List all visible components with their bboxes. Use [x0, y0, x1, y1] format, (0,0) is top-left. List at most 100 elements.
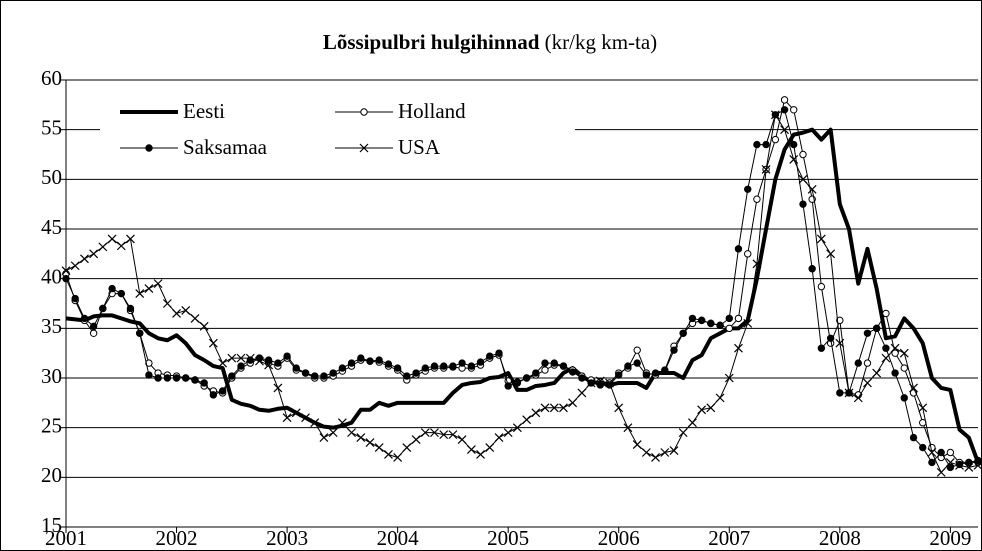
legend-label: Saksamaa	[183, 135, 268, 159]
marker	[181, 306, 191, 315]
marker	[670, 346, 678, 354]
marker	[743, 318, 753, 328]
marker	[420, 428, 430, 438]
marker	[853, 393, 863, 403]
legend-label: Holland	[398, 99, 466, 123]
x-tick-label: 2008	[819, 526, 861, 550]
marker	[559, 362, 568, 370]
marker	[882, 344, 890, 352]
marker	[761, 164, 771, 174]
marker	[495, 349, 503, 357]
marker	[273, 383, 283, 393]
marker	[200, 379, 208, 387]
marker	[264, 356, 273, 364]
marker	[615, 371, 623, 379]
marker	[522, 374, 531, 382]
title: Lõssipulbri hulgihinnad	[323, 30, 540, 54]
y-tick-label: 40	[41, 264, 62, 288]
marker	[172, 309, 181, 318]
marker	[218, 358, 228, 368]
x-tick-label: 2006	[598, 526, 640, 550]
marker	[144, 284, 154, 294]
marker	[899, 348, 909, 358]
marker	[458, 359, 466, 367]
marker	[145, 144, 153, 152]
marker	[145, 371, 153, 379]
marker	[274, 359, 282, 367]
marker	[347, 359, 356, 367]
marker	[356, 433, 366, 443]
marker	[135, 289, 145, 298]
marker	[228, 372, 236, 380]
subtitle: (kr/kg km-ta)	[545, 30, 658, 54]
marker	[357, 354, 365, 362]
marker	[965, 458, 973, 467]
marker	[71, 294, 79, 303]
marker	[126, 304, 135, 313]
marker	[494, 433, 504, 443]
marker	[337, 418, 347, 428]
marker	[532, 369, 540, 377]
marker	[789, 155, 799, 164]
marker	[835, 338, 845, 348]
marker	[927, 448, 937, 457]
marker	[559, 403, 568, 413]
marker	[476, 450, 485, 459]
marker	[199, 321, 209, 331]
marker	[688, 418, 697, 428]
marker	[283, 352, 291, 360]
marker	[503, 428, 513, 438]
marker	[568, 398, 578, 408]
marker	[900, 364, 908, 372]
marker	[360, 108, 368, 116]
marker	[642, 371, 651, 379]
marker	[485, 443, 495, 452]
marker	[909, 433, 918, 442]
marker	[900, 394, 908, 402]
marker	[366, 357, 374, 365]
marker	[660, 448, 670, 457]
marker	[688, 314, 697, 323]
marker	[466, 445, 476, 454]
marker	[577, 388, 587, 398]
marker	[586, 378, 596, 388]
y-tick-label: 25	[41, 413, 62, 437]
y-tick-label: 60	[41, 66, 62, 90]
marker	[936, 467, 946, 477]
marker	[292, 364, 300, 372]
marker	[89, 329, 98, 337]
marker	[329, 369, 337, 377]
marker	[816, 234, 826, 244]
marker	[301, 413, 310, 423]
marker	[237, 362, 245, 370]
y-tick-label: 35	[41, 314, 62, 338]
marker	[153, 279, 163, 289]
marker	[937, 448, 945, 457]
marker	[531, 408, 541, 418]
marker	[578, 374, 586, 382]
x-tick-label: 2002	[156, 526, 198, 550]
marker	[624, 362, 632, 370]
marker	[439, 430, 449, 440]
marker	[393, 364, 402, 372]
marker	[633, 346, 641, 354]
marker	[882, 309, 890, 318]
marker	[863, 359, 872, 367]
y-tick-label: 50	[41, 165, 62, 189]
marker	[310, 418, 320, 428]
marker	[365, 438, 375, 447]
marker	[311, 372, 319, 380]
marker	[753, 140, 761, 149]
x-tick-label: 2003	[266, 526, 308, 550]
marker	[744, 185, 752, 193]
series-line	[65, 127, 980, 464]
marker	[790, 106, 798, 114]
marker	[512, 423, 522, 433]
legend-label: Eesti	[183, 99, 225, 123]
marker	[393, 453, 403, 462]
series	[62, 106, 982, 472]
marker	[117, 289, 125, 298]
marker	[80, 314, 89, 323]
y-tick-label: 15	[41, 513, 62, 537]
